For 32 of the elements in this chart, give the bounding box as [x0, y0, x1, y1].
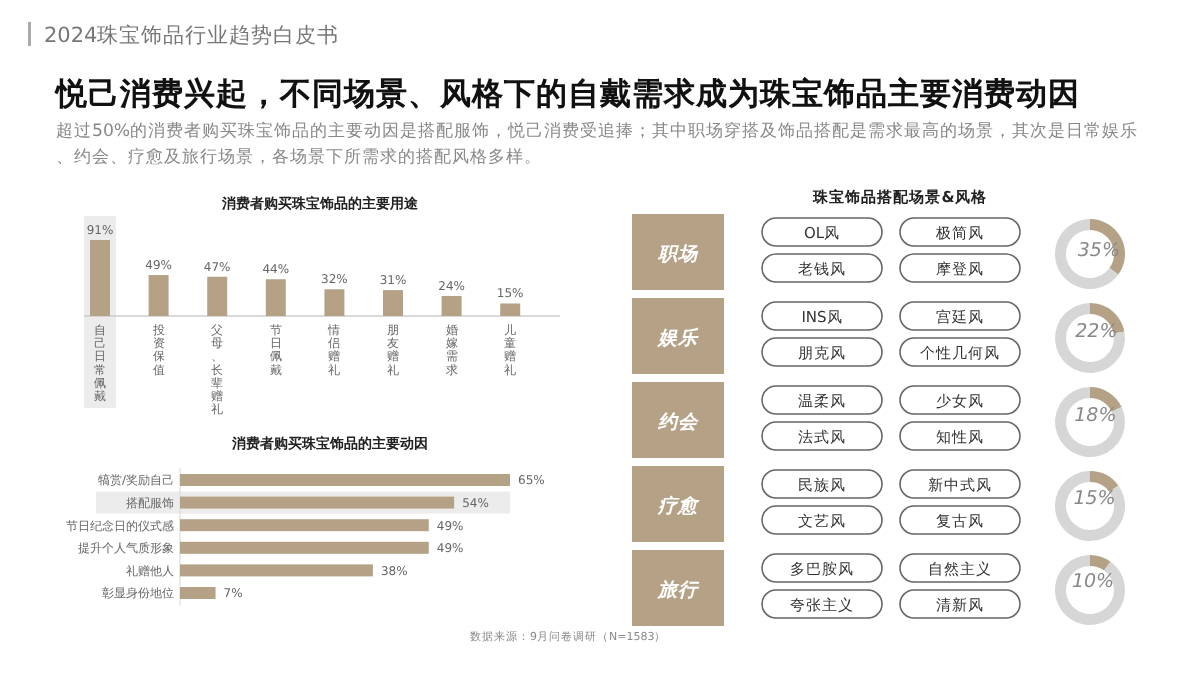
donut-slice: [1090, 471, 1119, 492]
text: 超过50%的消费者购买珠宝饰品的主要动因是搭配服饰，悦己消费受追捧；其中职场穿搭及饰品搭配是需求最高的场景，其次是日常娱乐、约会、疗愈及旅行场景，各场景下所需求的搭配风格多样。: [56, 120, 1139, 168]
category-label: 职场: [658, 244, 700, 266]
bar: [180, 541, 429, 554]
bar: [148, 275, 169, 316]
donut-slice: [1055, 555, 1125, 625]
category-label: 约会: [656, 412, 700, 434]
bar: [180, 587, 216, 599]
bar: [180, 474, 510, 486]
category-label: 旅行: [656, 578, 700, 602]
category-label: 疗愈: [656, 494, 700, 518]
bar: [265, 279, 286, 316]
donut-slice: [1055, 303, 1125, 373]
donut-slice: [1090, 555, 1111, 571]
data-label: 22%: [1075, 321, 1118, 344]
bar: [441, 295, 462, 316]
bar: [180, 519, 429, 532]
data-label: 10%: [1071, 571, 1115, 594]
donut-slice: [1055, 471, 1125, 541]
bar: [90, 240, 110, 316]
bar: [383, 290, 403, 316]
bar: [207, 276, 228, 316]
data-label: 18%: [1074, 404, 1117, 427]
data-label: 15%: [1073, 488, 1116, 511]
bar: [180, 496, 455, 509]
bar: [500, 303, 521, 316]
text: 悦己消费兴起，不同场景、风格下的自戴需求成为珠宝饰品主要消费动因: [54, 74, 1080, 112]
donut-slice: [1055, 387, 1125, 457]
bar: [180, 564, 373, 577]
category-label: 娱乐: [656, 326, 700, 350]
text: 2024珠宝饰品行业趋势白皮书: [44, 22, 340, 48]
bar: [324, 289, 345, 316]
